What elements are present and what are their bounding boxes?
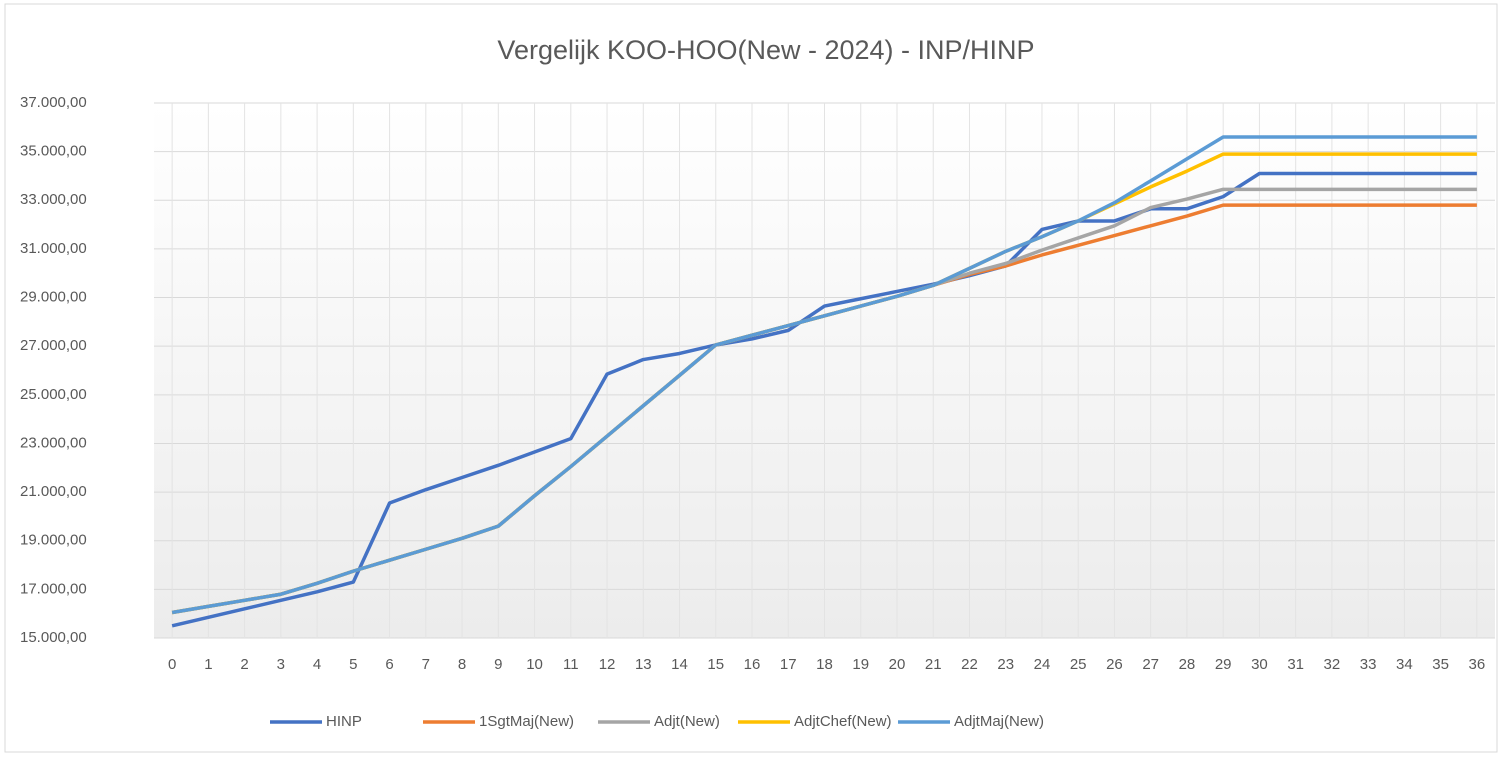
chart-title: Vergelijk KOO-HOO(New - 2024) - INP/HINP <box>497 35 1034 65</box>
x-tick-label: 17 <box>780 656 797 673</box>
y-tick-label: 27.000,00 <box>20 337 87 354</box>
legend-label: 1SgtMaj(New) <box>479 713 574 730</box>
y-tick-label: 35.000,00 <box>20 143 87 160</box>
x-tick-label: 35 <box>1432 656 1449 673</box>
series-line <box>171 135 1477 615</box>
x-tick-label: 14 <box>671 656 688 673</box>
y-tick-label: 15.000,00 <box>20 629 87 646</box>
x-tick-label: 12 <box>599 656 616 673</box>
x-tick-label: 20 <box>889 656 906 673</box>
y-tick-label: 25.000,00 <box>20 386 87 403</box>
x-tick-label: 19 <box>852 656 869 673</box>
x-tick-label: 13 <box>635 656 652 673</box>
x-tick-label: 30 <box>1251 656 1268 673</box>
x-tick-label: 31 <box>1287 656 1304 673</box>
y-tick-label: 29.000,00 <box>20 289 87 306</box>
x-tick-label: 11 <box>563 656 579 673</box>
x-tick-label: 29 <box>1215 656 1232 673</box>
x-tick-label: 7 <box>422 656 430 673</box>
x-tick-label: 23 <box>997 656 1014 673</box>
x-tick-label: 5 <box>349 656 357 673</box>
y-tick-label: 19.000,00 <box>20 532 87 549</box>
x-tick-label: 16 <box>744 656 761 673</box>
x-tick-label: 3 <box>277 656 285 673</box>
y-tick-label: 31.000,00 <box>20 240 87 257</box>
y-tick-label: 33.000,00 <box>20 191 87 208</box>
x-tick-label: 24 <box>1034 656 1051 673</box>
legend-label: HINP <box>326 713 362 730</box>
x-tick-label: 34 <box>1396 656 1413 673</box>
y-tick-label: 17.000,00 <box>20 580 87 597</box>
x-tick-label: 27 <box>1142 656 1159 673</box>
y-tick-label: 23.000,00 <box>20 434 87 451</box>
x-tick-label: 9 <box>494 656 502 673</box>
x-tick-label: 10 <box>526 656 543 673</box>
x-tick-label: 36 <box>1469 656 1486 673</box>
x-tick-label: 33 <box>1360 656 1377 673</box>
x-tick-label: 8 <box>458 656 466 673</box>
x-tick-label: 26 <box>1106 656 1123 673</box>
x-tick-label: 22 <box>961 656 978 673</box>
x-tick-label: 28 <box>1179 656 1196 673</box>
x-tick-label: 2 <box>240 656 248 673</box>
legend-label: AdjtMaj(New) <box>954 713 1044 730</box>
legend-label: Adjt(New) <box>654 713 720 730</box>
x-tick-label: 25 <box>1070 656 1087 673</box>
y-tick-label: 21.000,00 <box>20 483 87 500</box>
y-tick-label: 37.000,00 <box>20 94 87 111</box>
x-tick-label: 0 <box>168 656 176 673</box>
x-tick-label: 4 <box>313 656 321 673</box>
series-line <box>171 171 1477 628</box>
x-tick-label: 1 <box>204 656 212 673</box>
x-tick-label: 6 <box>385 656 393 673</box>
x-tick-label: 18 <box>816 656 833 673</box>
x-tick-label: 15 <box>707 656 724 673</box>
legend-label: AdjtChef(New) <box>794 713 892 730</box>
x-tick-label: 21 <box>925 656 942 673</box>
x-tick-label: 32 <box>1324 656 1341 673</box>
